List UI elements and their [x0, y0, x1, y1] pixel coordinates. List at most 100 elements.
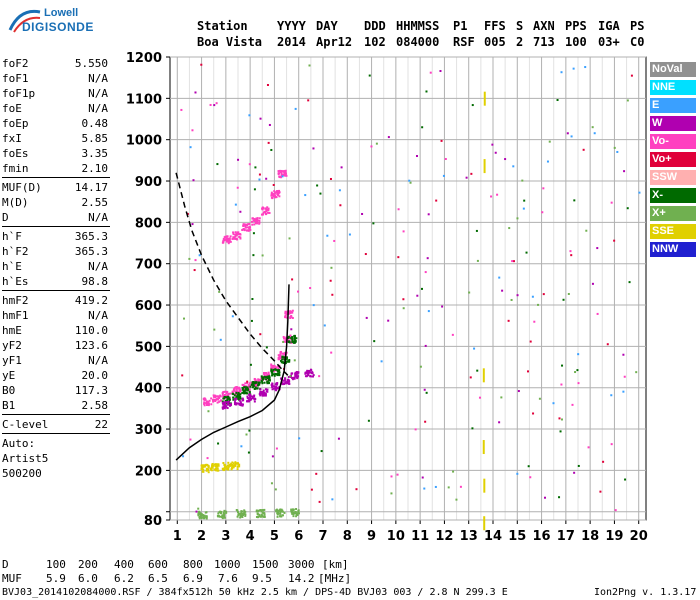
noise-point: [459, 485, 462, 488]
noise-point: [310, 488, 313, 491]
noise-point: [219, 338, 222, 341]
data-point-e-multi: [205, 515, 208, 518]
data-point-f2-2hop: [279, 169, 282, 172]
data-point-f2-o-main: [289, 310, 292, 313]
data-point-f2-x-main: [251, 382, 254, 385]
data-point-f2-2hop: [277, 193, 280, 196]
noise-point: [268, 123, 271, 126]
data-point-es-o: [216, 463, 219, 466]
data-point-es-o: [223, 466, 226, 469]
data-point-e-multi: [200, 513, 203, 516]
data-point-f2-o-main: [216, 398, 219, 401]
noise-point: [265, 346, 268, 349]
param-row-foes: foEs 3.35: [2, 146, 110, 161]
noise-point: [194, 91, 197, 94]
noise-point: [318, 500, 321, 503]
noise-point: [275, 447, 278, 450]
noise-point: [365, 316, 368, 319]
logo-arc-icon: [8, 9, 41, 33]
noise-point: [591, 282, 594, 285]
noise-point: [282, 340, 285, 343]
param-row-foep: foEp 0.48: [2, 116, 110, 131]
param-value: 22: [94, 418, 108, 431]
data-point-e-multi: [260, 513, 263, 516]
data-point-es-o: [238, 465, 241, 468]
data-point-e-multi: [221, 514, 224, 517]
data-point-e-multi: [241, 512, 244, 515]
divider: [2, 433, 110, 434]
data-point-f2-w: [307, 374, 310, 377]
hdr-value-axn: 713: [533, 35, 555, 49]
data-point-f2-2hop: [247, 226, 250, 229]
noise-point: [315, 472, 318, 475]
distance-value: 3000: [288, 558, 315, 571]
x-tick-label: 13: [460, 529, 478, 544]
data-point-f2-o-main: [279, 357, 282, 360]
noise-point: [596, 312, 599, 315]
data-point-f2-o-main: [278, 358, 281, 361]
param-label: yF1: [2, 354, 22, 367]
data-point-f2-2hop: [242, 225, 245, 228]
data-point-e-multi: [240, 514, 243, 517]
noise-point: [585, 229, 588, 232]
version-label: Ion2Png v. 1.3.17: [594, 587, 697, 598]
hdr-label-s: S: [516, 19, 524, 33]
noise-point: [465, 176, 468, 179]
data-point-f2-x-main: [282, 362, 285, 365]
data-point-f2-2hop: [261, 206, 264, 209]
noise-point: [250, 319, 253, 322]
data-point-f2-o-main: [277, 357, 280, 360]
data-point-es-o: [210, 469, 213, 472]
noise-point: [367, 419, 370, 422]
noise-point: [247, 451, 250, 454]
noise-point: [507, 319, 510, 322]
data-point-f2-2hop: [229, 240, 232, 243]
noise-point: [259, 333, 262, 336]
data-point-f2-o-main: [205, 402, 208, 405]
distance-value: 1000: [214, 558, 241, 571]
noise-point: [577, 353, 580, 356]
data-point-es-o: [211, 463, 214, 466]
data-point-f2-o-main: [204, 398, 207, 401]
data-point-f2-w: [290, 372, 293, 375]
data-point-f2-x-main: [271, 374, 274, 377]
x-tick-label: 6: [294, 529, 303, 544]
noise-point: [531, 295, 534, 298]
divider: [2, 177, 110, 178]
noise-point: [451, 333, 454, 336]
autoscale-program: Artist5: [2, 452, 49, 465]
data-point-f2-w: [282, 382, 285, 385]
data-point-f2-w: [266, 388, 269, 391]
data-point-f2-2hop: [254, 222, 257, 225]
noise-point: [402, 298, 405, 301]
noise-point: [559, 430, 562, 433]
data-point-e-multi: [223, 515, 226, 518]
data-point-f2-w: [266, 390, 269, 393]
data-point-es-o: [214, 467, 217, 470]
data-point-f2-x-main: [293, 338, 296, 341]
data-point-f2-o-main: [279, 352, 282, 355]
noise-point: [248, 114, 251, 117]
data-point-f2-w: [251, 396, 254, 399]
data-point-f2-2hop: [258, 217, 261, 220]
param-row-hmf2: hmF2 419.2: [2, 293, 110, 308]
profile-line-dashed: [175, 172, 289, 376]
data-point-f2-x-main: [265, 376, 268, 379]
data-point-f2-w: [297, 371, 300, 374]
hdr-value-s: 2: [516, 35, 524, 49]
data-point-f2-2hop: [239, 236, 242, 239]
noise-point: [268, 376, 271, 379]
noise-point: [441, 305, 444, 308]
noise-point: [323, 324, 326, 327]
hdr-label-ffs: FFS: [484, 19, 506, 33]
divider: [2, 414, 110, 415]
noise-point: [517, 390, 520, 393]
data-point-f2-o-main: [242, 384, 245, 387]
data-point-f2-x-main: [280, 361, 283, 364]
data-point-f2-w: [235, 397, 238, 400]
data-point-f2-2hop: [283, 172, 286, 175]
noise-point: [304, 194, 307, 197]
data-point-e-multi: [277, 512, 280, 515]
data-point-es-o: [211, 466, 214, 469]
data-point-f2-x-main: [243, 386, 246, 389]
